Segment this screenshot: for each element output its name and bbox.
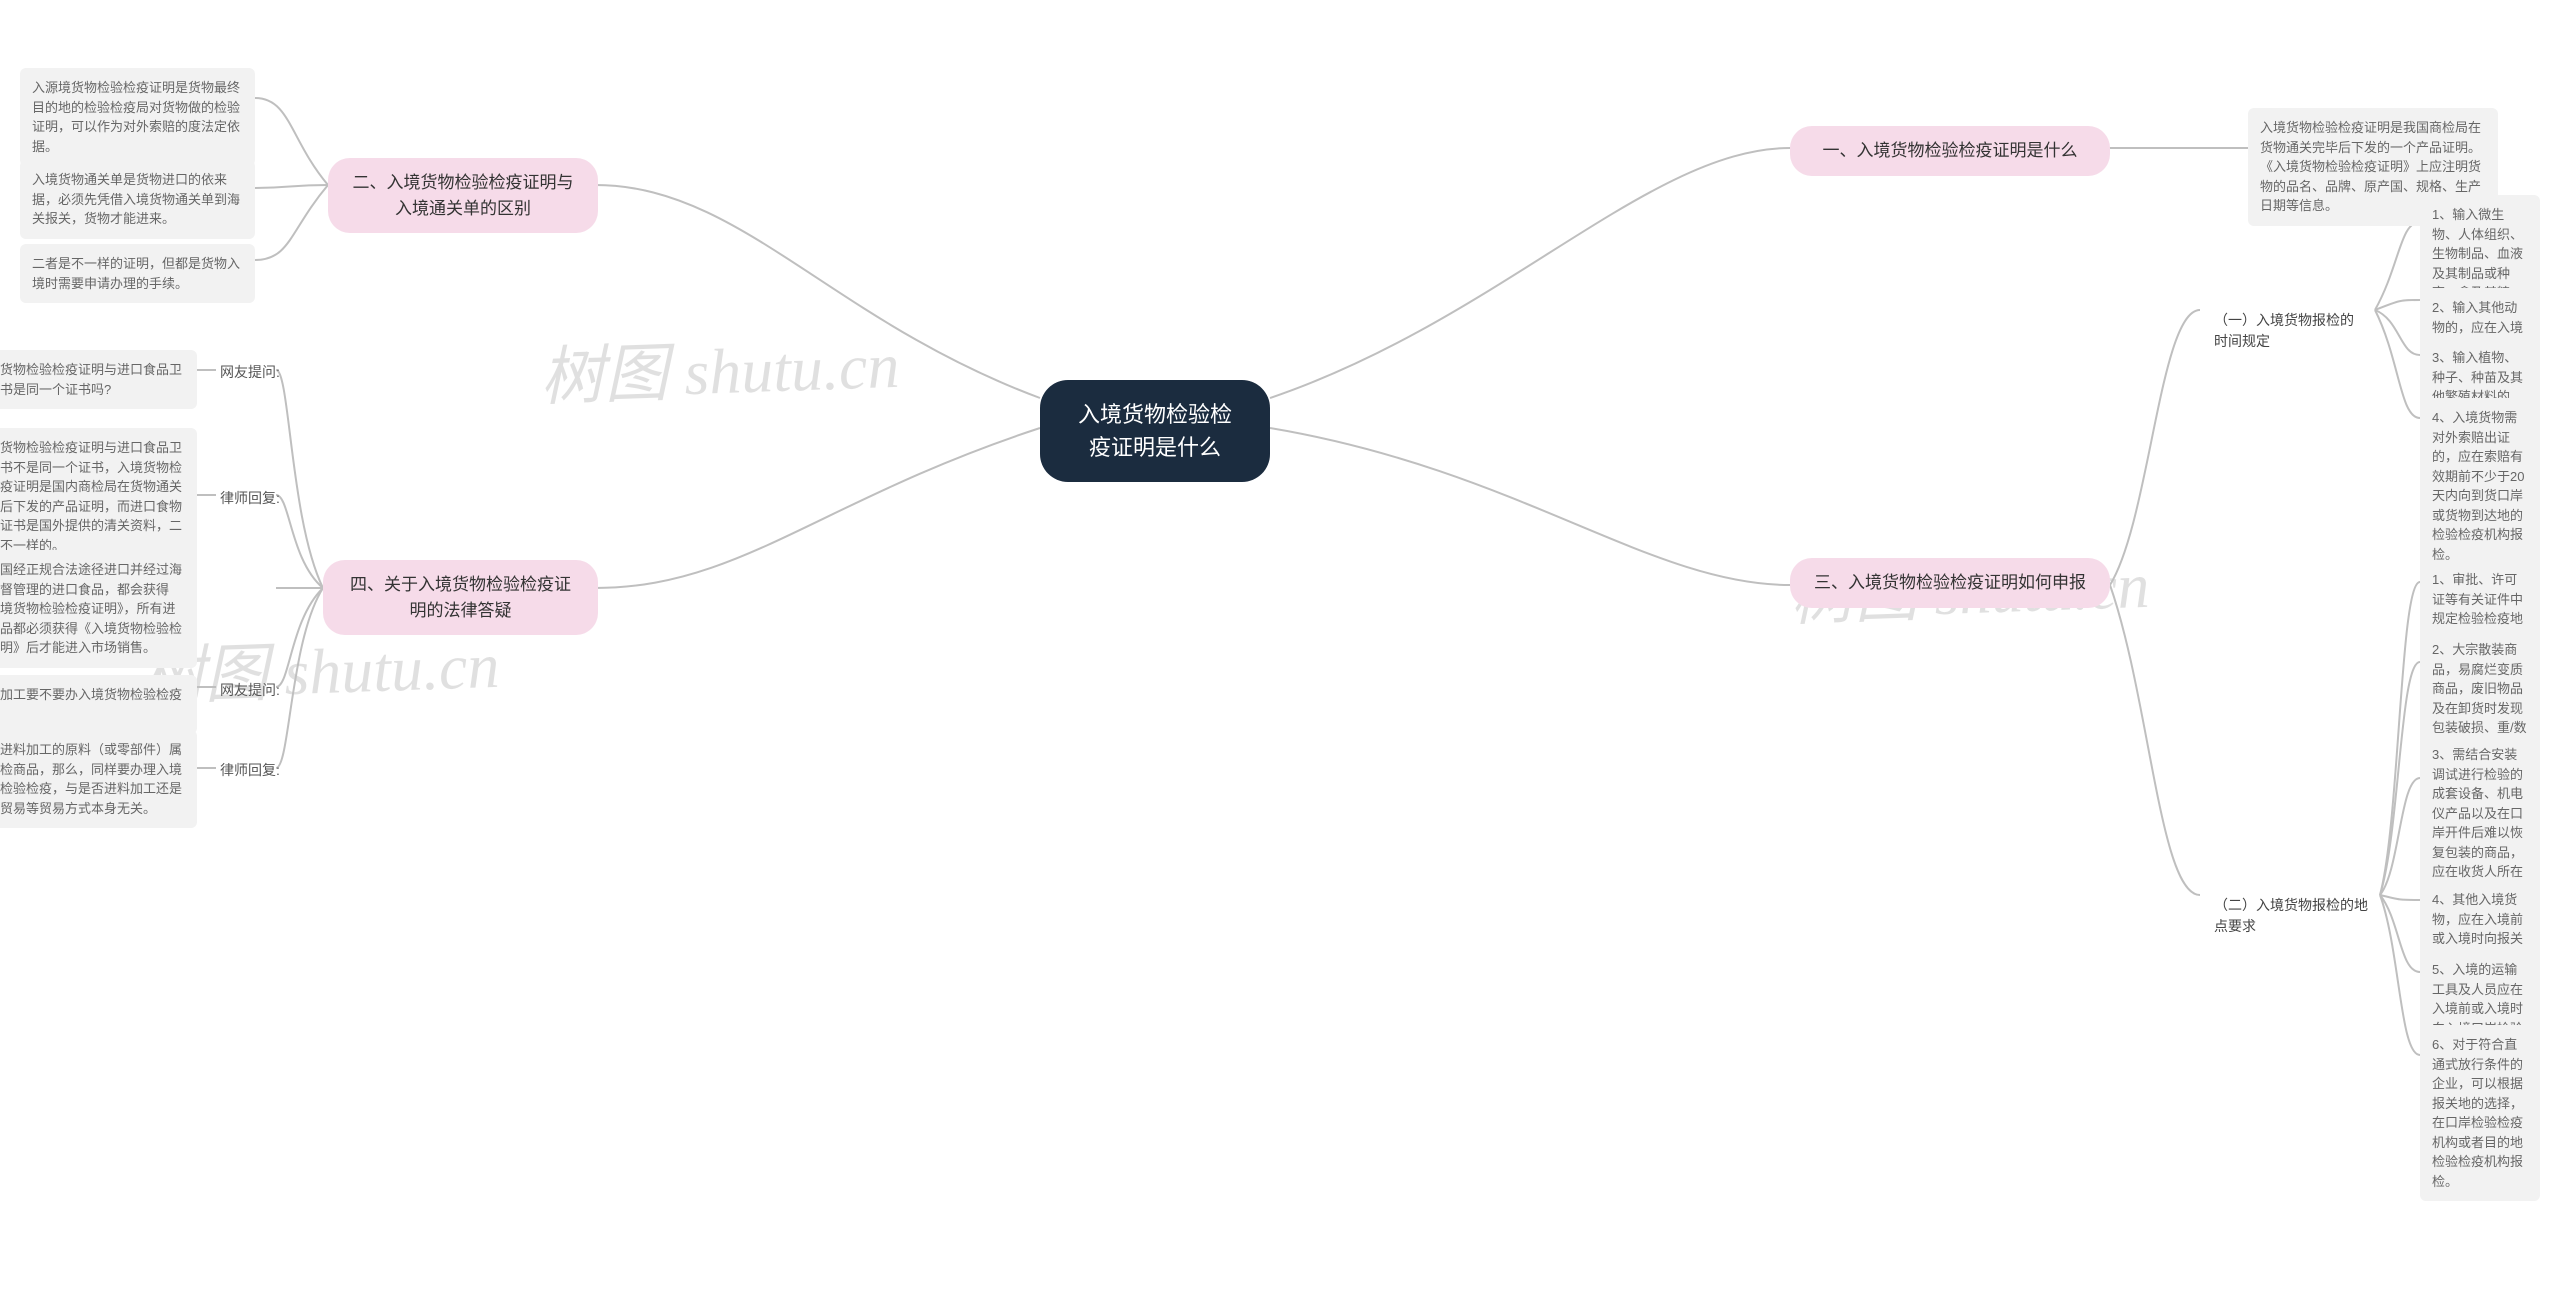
branch-3[interactable]: 三、入境货物检验检疫证明如何申报 [1790,558,2110,608]
branch-2-leaf-2: 入境货物通关单是货物进口的依来据，必须先凭借入境货物通关单到海关报关，货物才能进… [20,160,255,239]
b4-leaf-5: 如果进料加工的原料（或零部件）属于法检商品，那么，同样要办理入境货物检验检疫，与… [0,730,197,828]
b3-s1-leaf-4: 4、入境货物需对外索赔出证的，应在索赔有效期前不少于20天内向到货口岸或货物到达… [2420,398,2540,574]
b4-leaf-2: 入境货物检验检疫证明与进口食品卫生证书不是同一个证书，入境货物检验检疫证明是国内… [0,428,197,565]
b4-leaf-3: 在我国经正规合法途径进口并经过海关监督管理的进口食品，都会获得《入境货物检验检疫… [0,550,197,668]
b4-label-5: 律师回复: [216,758,284,783]
b4-label-4: 网友提问: [216,678,284,703]
b4-leaf-1: 入境货物检验检疫证明与进口食品卫生证书是同一个证书吗? [0,350,197,409]
branch-2[interactable]: 二、入境货物检验检疫证明与入境通关单的区别 [328,158,598,233]
branch-2-leaf-1: 入源境货物检验检疫证明是货物最终目的地的检验检疫局对货物做的检验证明，可以作为对… [20,68,255,166]
b4-leaf-4: 进料加工要不要办入境货物检验检疫证明 [0,675,197,734]
branch-2-leaf-3: 二者是不一样的证明，但都是货物入境时需要申请办理的手续。 [20,244,255,303]
watermark-1: 树图 shutu.cn [539,314,901,418]
b4-label-2: 律师回复: [216,486,284,511]
branch-3-sub-1[interactable]: （一）入境货物报检的时间规定 [2200,300,2380,362]
branch-4[interactable]: 四、关于入境货物检验检疫证明的法律答疑 [323,560,598,635]
b4-label-1: 网友提问: [216,360,284,385]
b3-s2-leaf-6: 6、对于符合直通式放行条件的企业，可以根据报关地的选择，在口岸检验检疫机构或者目… [2420,1025,2540,1201]
root-node[interactable]: 入境货物检验检疫证明是什么 [1040,380,1270,482]
branch-3-sub-2[interactable]: （二）入境货物报检的地点要求 [2200,885,2385,947]
branch-1[interactable]: 一、入境货物检验检疫证明是什么 [1790,126,2110,176]
